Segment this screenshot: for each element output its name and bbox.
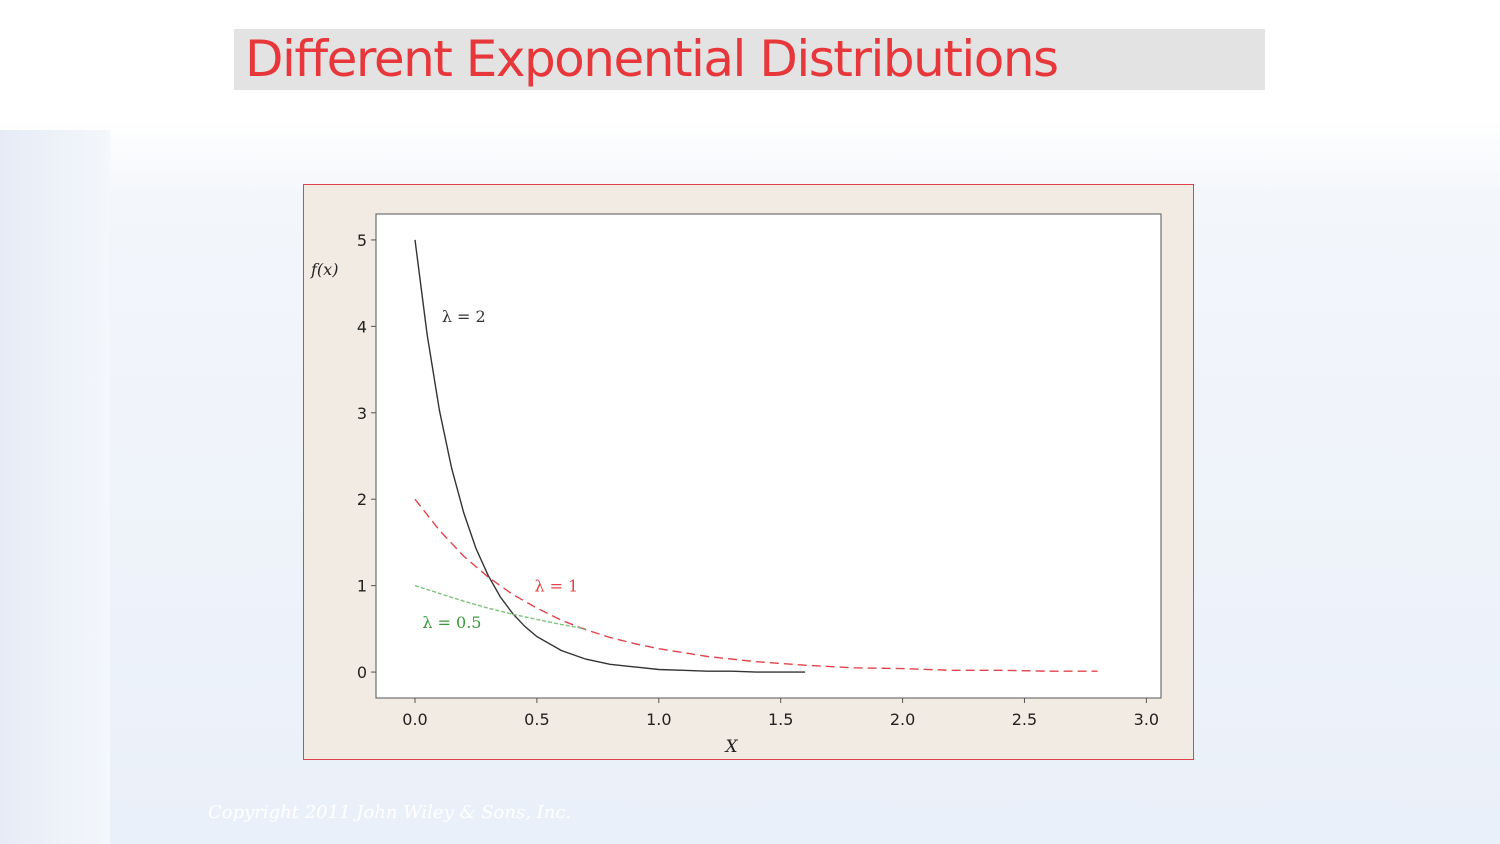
x-tick-label: 1.5 [768, 710, 793, 729]
y-tick-label: 3 [357, 404, 367, 423]
series-line [414, 498, 1098, 672]
figure-frame: 0 1 2 3 4 5 0.0 0.5 1.0 1.5 2.0 2.5 3.0 f(x) X λ = 2… [303, 184, 1194, 760]
exponential-chart: 0 1 2 3 4 5 0.0 0.5 1.0 1.5 2.0 2.5 3.0 f(x) X λ = 2… [310, 213, 1162, 757]
slide-title: Different Exponential Distributions [245, 30, 1059, 88]
series-line [414, 239, 806, 673]
y-tick-label: 5 [357, 231, 367, 250]
x-tick-label: 2.0 [890, 710, 915, 729]
x-tick-label: 1.0 [646, 710, 671, 729]
curves-group [414, 239, 1098, 673]
series-line [414, 584, 586, 630]
axes-group: 0 1 2 3 4 5 0.0 0.5 1.0 1.5 2.0 2.5 3.0 [357, 231, 1159, 729]
curve-annotation: λ = 1 [534, 577, 578, 596]
y-tick-label: 2 [357, 490, 367, 509]
y-axis-label: f(x) [310, 260, 338, 279]
curve-annotation: λ = 2 [442, 307, 486, 326]
y-tick-label: 1 [357, 577, 367, 596]
copyright-text: Copyright 2011 John Wiley & Sons, Inc. [208, 802, 572, 823]
background-glow [0, 130, 110, 844]
x-axis-label: X [723, 737, 738, 757]
y-tick-label: 4 [357, 317, 367, 336]
x-tick-label: 0.0 [402, 710, 427, 729]
y-tick-label: 0 [357, 663, 367, 682]
title-bar [234, 29, 1265, 90]
x-tick-label: 3.0 [1134, 710, 1159, 729]
x-tick-label: 0.5 [524, 710, 549, 729]
curve-annotation: λ = 0.5 [422, 613, 481, 632]
x-tick-label: 2.5 [1012, 710, 1037, 729]
plot-area [375, 213, 1162, 699]
